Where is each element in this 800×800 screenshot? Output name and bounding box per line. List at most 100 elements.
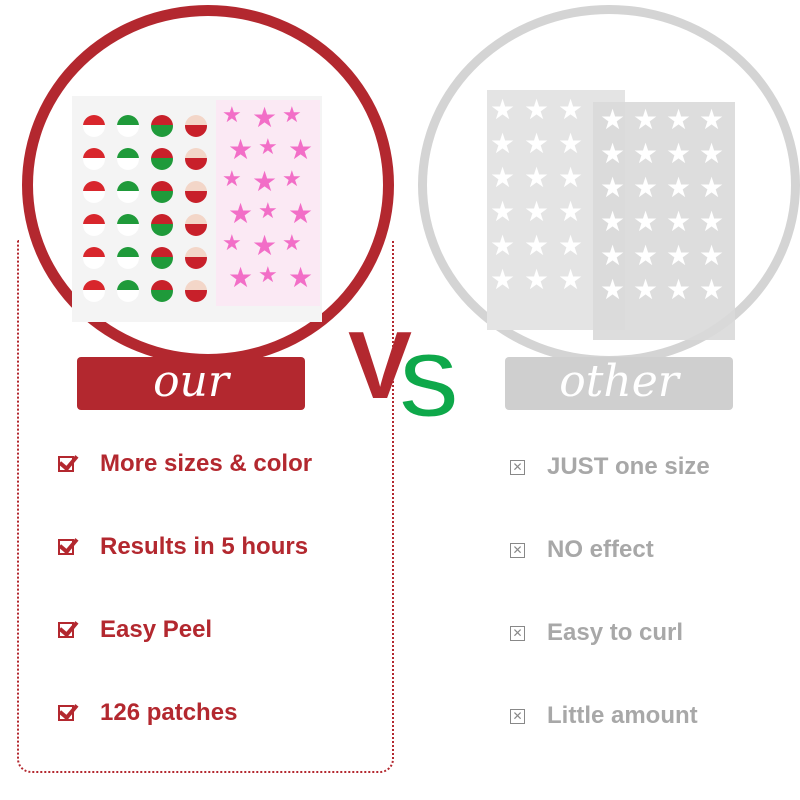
christmas-sticker — [151, 115, 173, 137]
white-star-icon: ★ — [699, 104, 725, 135]
our-label: our — [77, 357, 305, 410]
christmas-sticker — [117, 181, 139, 203]
white-star-icon: ★ — [490, 94, 516, 125]
checkbox-x-icon: ✕ — [510, 708, 525, 724]
white-star-icon: ★ — [524, 196, 550, 227]
white-star-icon: ★ — [633, 206, 659, 237]
pink-star-icon: ★ — [252, 230, 278, 261]
our-feature-item: 126 patches — [58, 699, 237, 727]
checkbox-x-icon: ✕ — [510, 625, 525, 641]
pink-star-icon: ★ — [228, 198, 254, 229]
feature-text: 126 patches — [100, 699, 238, 726]
feature-text: JUST one size — [547, 453, 710, 480]
white-star-icon: ★ — [633, 240, 659, 271]
pink-star-icon: ★ — [258, 262, 278, 287]
feature-text: Little amount — [547, 702, 698, 729]
white-star-icon: ★ — [666, 104, 692, 135]
white-star-icon: ★ — [490, 128, 516, 159]
pink-star-sheet — [216, 100, 320, 306]
white-star-icon: ★ — [666, 206, 692, 237]
white-star-icon: ★ — [600, 206, 626, 237]
white-star-icon: ★ — [524, 128, 550, 159]
white-star-icon: ★ — [633, 138, 659, 169]
white-star-icon: ★ — [558, 128, 584, 159]
feature-text: More sizes & color — [100, 450, 313, 477]
white-star-icon: ★ — [524, 264, 550, 295]
white-star-icon: ★ — [490, 264, 516, 295]
pink-star-icon: ★ — [252, 102, 278, 133]
white-star-icon: ★ — [490, 196, 516, 227]
christmas-sticker — [151, 280, 173, 302]
christmas-sticker — [83, 181, 105, 203]
checkbox-x-icon: ✕ — [510, 459, 525, 475]
white-star-icon: ★ — [666, 172, 692, 203]
pink-star-icon: ★ — [288, 262, 314, 293]
pink-star-icon: ★ — [288, 198, 314, 229]
white-star-icon: ★ — [524, 230, 550, 261]
white-star-icon: ★ — [490, 230, 516, 261]
christmas-sticker — [151, 214, 173, 236]
christmas-sticker — [83, 247, 105, 269]
pink-star-icon: ★ — [282, 166, 302, 191]
white-star-icon: ★ — [666, 138, 692, 169]
white-star-icon: ★ — [600, 274, 626, 305]
white-star-icon: ★ — [558, 162, 584, 193]
white-star-icon: ★ — [558, 196, 584, 227]
white-star-icon: ★ — [666, 240, 692, 271]
christmas-sticker — [151, 181, 173, 203]
white-star-icon: ★ — [524, 162, 550, 193]
white-star-icon: ★ — [633, 274, 659, 305]
christmas-sticker — [83, 115, 105, 137]
pink-star-icon: ★ — [258, 134, 278, 159]
white-star-icon: ★ — [699, 138, 725, 169]
christmas-sticker — [117, 115, 139, 137]
versus-s: S — [396, 335, 460, 437]
checkbox-x-icon: ✕ — [510, 542, 525, 558]
feature-text: Results in 5 hours — [100, 533, 309, 560]
christmas-sticker — [151, 148, 173, 170]
christmas-sticker — [117, 280, 139, 302]
white-star-icon: ★ — [558, 264, 584, 295]
pink-star-icon: ★ — [258, 198, 278, 223]
christmas-sticker — [117, 247, 139, 269]
christmas-sticker — [185, 247, 207, 269]
christmas-sticker — [185, 280, 207, 302]
other-star-sheet — [593, 102, 735, 340]
pink-star-icon: ★ — [282, 102, 302, 127]
other-feature-item: ✕ Easy to curl — [510, 619, 683, 647]
white-star-icon: ★ — [699, 240, 725, 271]
white-star-icon: ★ — [666, 274, 692, 305]
pink-star-icon: ★ — [288, 134, 314, 165]
white-star-icon: ★ — [600, 104, 626, 135]
other-label: other — [505, 357, 733, 410]
christmas-sticker — [83, 214, 105, 236]
white-star-icon: ★ — [699, 274, 725, 305]
white-star-icon: ★ — [699, 172, 725, 203]
christmas-sticker — [185, 115, 207, 137]
christmas-sticker — [83, 280, 105, 302]
our-features-box — [17, 240, 394, 773]
white-star-icon: ★ — [558, 230, 584, 261]
other-feature-item: ✕ JUST one size — [510, 453, 710, 481]
white-star-icon: ★ — [600, 172, 626, 203]
versus-v: V — [348, 312, 413, 419]
christmas-sticker — [185, 181, 207, 203]
pink-star-icon: ★ — [222, 102, 242, 127]
christmas-sticker — [185, 148, 207, 170]
pink-star-icon: ★ — [228, 134, 254, 165]
pink-star-icon: ★ — [222, 230, 242, 255]
checkbox-checked-icon — [58, 539, 74, 555]
checkbox-checked-icon — [58, 622, 74, 638]
our-feature-item: More sizes & color — [58, 450, 312, 478]
our-feature-item: Easy Peel — [58, 616, 212, 644]
other-feature-item: ✕ NO effect — [510, 536, 654, 564]
feature-text: Easy Peel — [100, 616, 213, 643]
white-star-icon: ★ — [490, 162, 516, 193]
pink-star-icon: ★ — [252, 166, 278, 197]
white-star-icon: ★ — [699, 206, 725, 237]
white-star-icon: ★ — [600, 240, 626, 271]
white-star-icon: ★ — [633, 104, 659, 135]
pink-star-icon: ★ — [282, 230, 302, 255]
christmas-sticker — [83, 148, 105, 170]
christmas-sticker — [151, 247, 173, 269]
